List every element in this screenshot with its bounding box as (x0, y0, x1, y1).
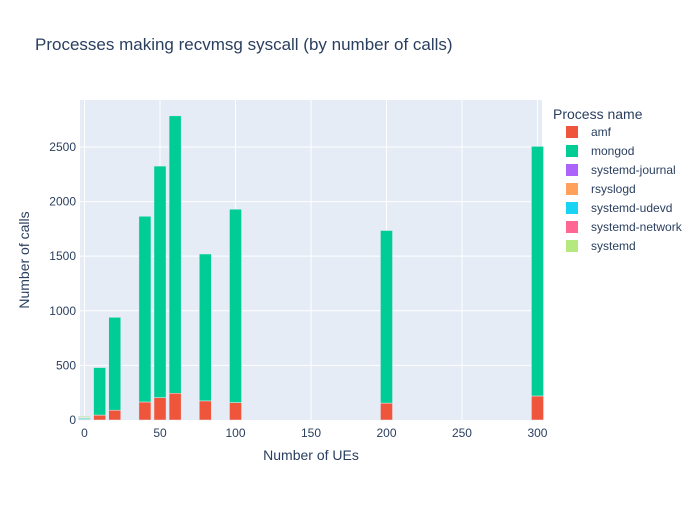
bar-systemd-0 (78, 416, 90, 417)
legend-item-systemd-udevd: systemd-udevd (591, 201, 672, 215)
y-tick-label: 1500 (49, 249, 76, 263)
bar-mongod-10 (94, 368, 106, 416)
legend-item-systemd: systemd (591, 239, 636, 253)
bar-amf-40 (139, 402, 151, 420)
y-tick-label: 2500 (49, 140, 76, 154)
legend-title: Process name (553, 106, 643, 122)
legend-swatch-systemd (566, 240, 578, 252)
legend-swatch-systemd-network (566, 221, 578, 233)
legend-item-rsyslogd: rsyslogd (591, 182, 636, 196)
x-tick-label: 50 (153, 426, 167, 440)
x-tick-labels: 0 50 100 150 200 250 300 (81, 426, 548, 440)
y-tick-label: 1000 (49, 304, 76, 318)
bar-mongod-40 (139, 216, 151, 402)
legend-swatch-systemd-journal (566, 164, 578, 176)
bar-mongod-60 (169, 116, 181, 393)
bar-mongod-100 (229, 209, 241, 402)
bar-amf-60 (169, 393, 181, 420)
x-axis-label: Number of UEs (263, 447, 359, 463)
y-tick-labels: 0 500 1000 1500 2000 2500 (49, 140, 76, 427)
bar-mongod-200 (380, 231, 392, 404)
y-axis-label: Number of calls (16, 211, 32, 308)
y-tick-label: 2000 (49, 195, 76, 209)
y-tick-label: 0 (69, 413, 76, 427)
y-tick-label: 500 (56, 358, 76, 372)
x-tick-label: 100 (225, 426, 245, 440)
legend-swatch-rsyslogd (566, 183, 578, 195)
bar-amf-80 (199, 401, 211, 420)
bar-amf-200 (380, 403, 392, 420)
chart-title: Processes making recvmsg syscall (by num… (35, 35, 453, 54)
bar-mongod-300 (531, 146, 543, 396)
legend-item-mongod: mongod (591, 144, 634, 158)
legend: Process name amf mongod systemd-journal rsy… (553, 106, 683, 253)
x-tick-label: 250 (452, 426, 472, 440)
x-tick-label: 150 (301, 426, 321, 440)
x-tick-label: 300 (527, 426, 547, 440)
x-tick-label: 200 (376, 426, 396, 440)
legend-item-amf: amf (591, 125, 612, 139)
legend-item-systemd-journal: systemd-journal (591, 163, 676, 177)
legend-swatch-systemd-udevd (566, 202, 578, 214)
bar-mongod-20 (109, 317, 121, 410)
bar-amf-10 (94, 415, 106, 420)
bar-amf-50 (154, 398, 166, 420)
bar-amf-20 (109, 410, 121, 420)
bar-amf-300 (531, 396, 543, 420)
legend-swatch-amf (566, 126, 578, 138)
bar-mongod-50 (154, 166, 166, 398)
x-tick-label: 0 (81, 426, 88, 440)
bar-amf-100 (229, 403, 241, 420)
legend-swatch-mongod (566, 145, 578, 157)
bar-mongod-80 (199, 254, 211, 401)
legend-item-systemd-network: systemd-network (591, 220, 683, 234)
